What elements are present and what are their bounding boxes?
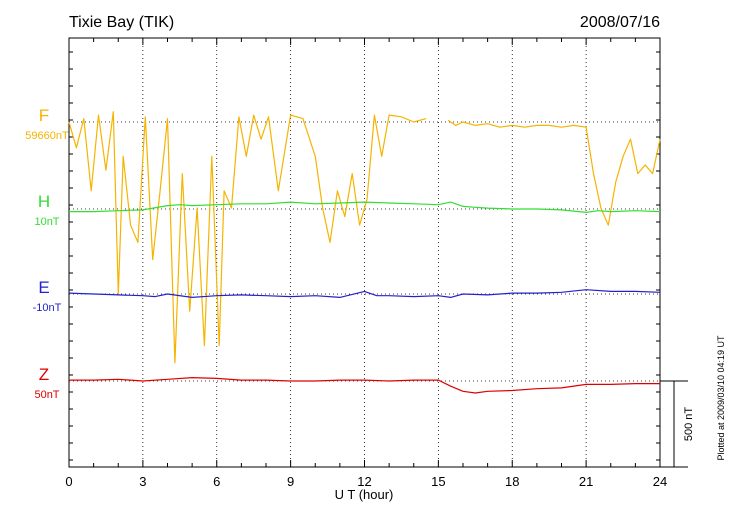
x-tick-label: 9 <box>287 474 294 489</box>
x-tick-label: 0 <box>65 474 72 489</box>
station-title: Tixie Bay (TIK) <box>69 14 174 31</box>
series-name-H: H <box>38 192 50 211</box>
x-tick-label: 3 <box>139 474 146 489</box>
scale-bar: 500 nT <box>660 380 695 468</box>
series-baseline-H: 10nT <box>34 216 59 228</box>
plotted-note: Plotted at 2009/03/10 04:19 UT <box>716 335 726 461</box>
series-line-F <box>68 111 661 364</box>
series-baseline-E: -10nT <box>33 302 62 314</box>
traces <box>68 111 661 394</box>
x-tick-label: 12 <box>357 474 371 489</box>
series-labels: F 59660nT H 10nT E -10nT Z 50nT <box>25 106 69 401</box>
x-tick-label: 18 <box>505 474 519 489</box>
series-name-F: F <box>39 106 49 125</box>
grid <box>69 38 660 467</box>
series-baseline-Z: 50nT <box>34 389 59 401</box>
axis-ticks <box>68 38 661 467</box>
x-axis-label: U T (hour) <box>335 487 394 502</box>
series-line-Z <box>69 377 660 394</box>
date-label: 2008/07/16 <box>580 14 660 31</box>
series-name-E: E <box>38 278 49 297</box>
scale-bar-label: 500 nT <box>683 407 695 442</box>
x-tick-label: 6 <box>213 474 220 489</box>
x-tick-label: 21 <box>579 474 593 489</box>
x-tick-label: 15 <box>431 474 445 489</box>
series-baseline-F: 59660nT <box>25 130 69 142</box>
series-line-E <box>68 289 661 298</box>
x-tick-label: 24 <box>653 474 667 489</box>
x-tick-labels: 0 3 6 9 12 15 18 21 24 <box>65 474 667 489</box>
series-name-Z: Z <box>39 365 49 384</box>
series-line-H <box>69 201 661 213</box>
